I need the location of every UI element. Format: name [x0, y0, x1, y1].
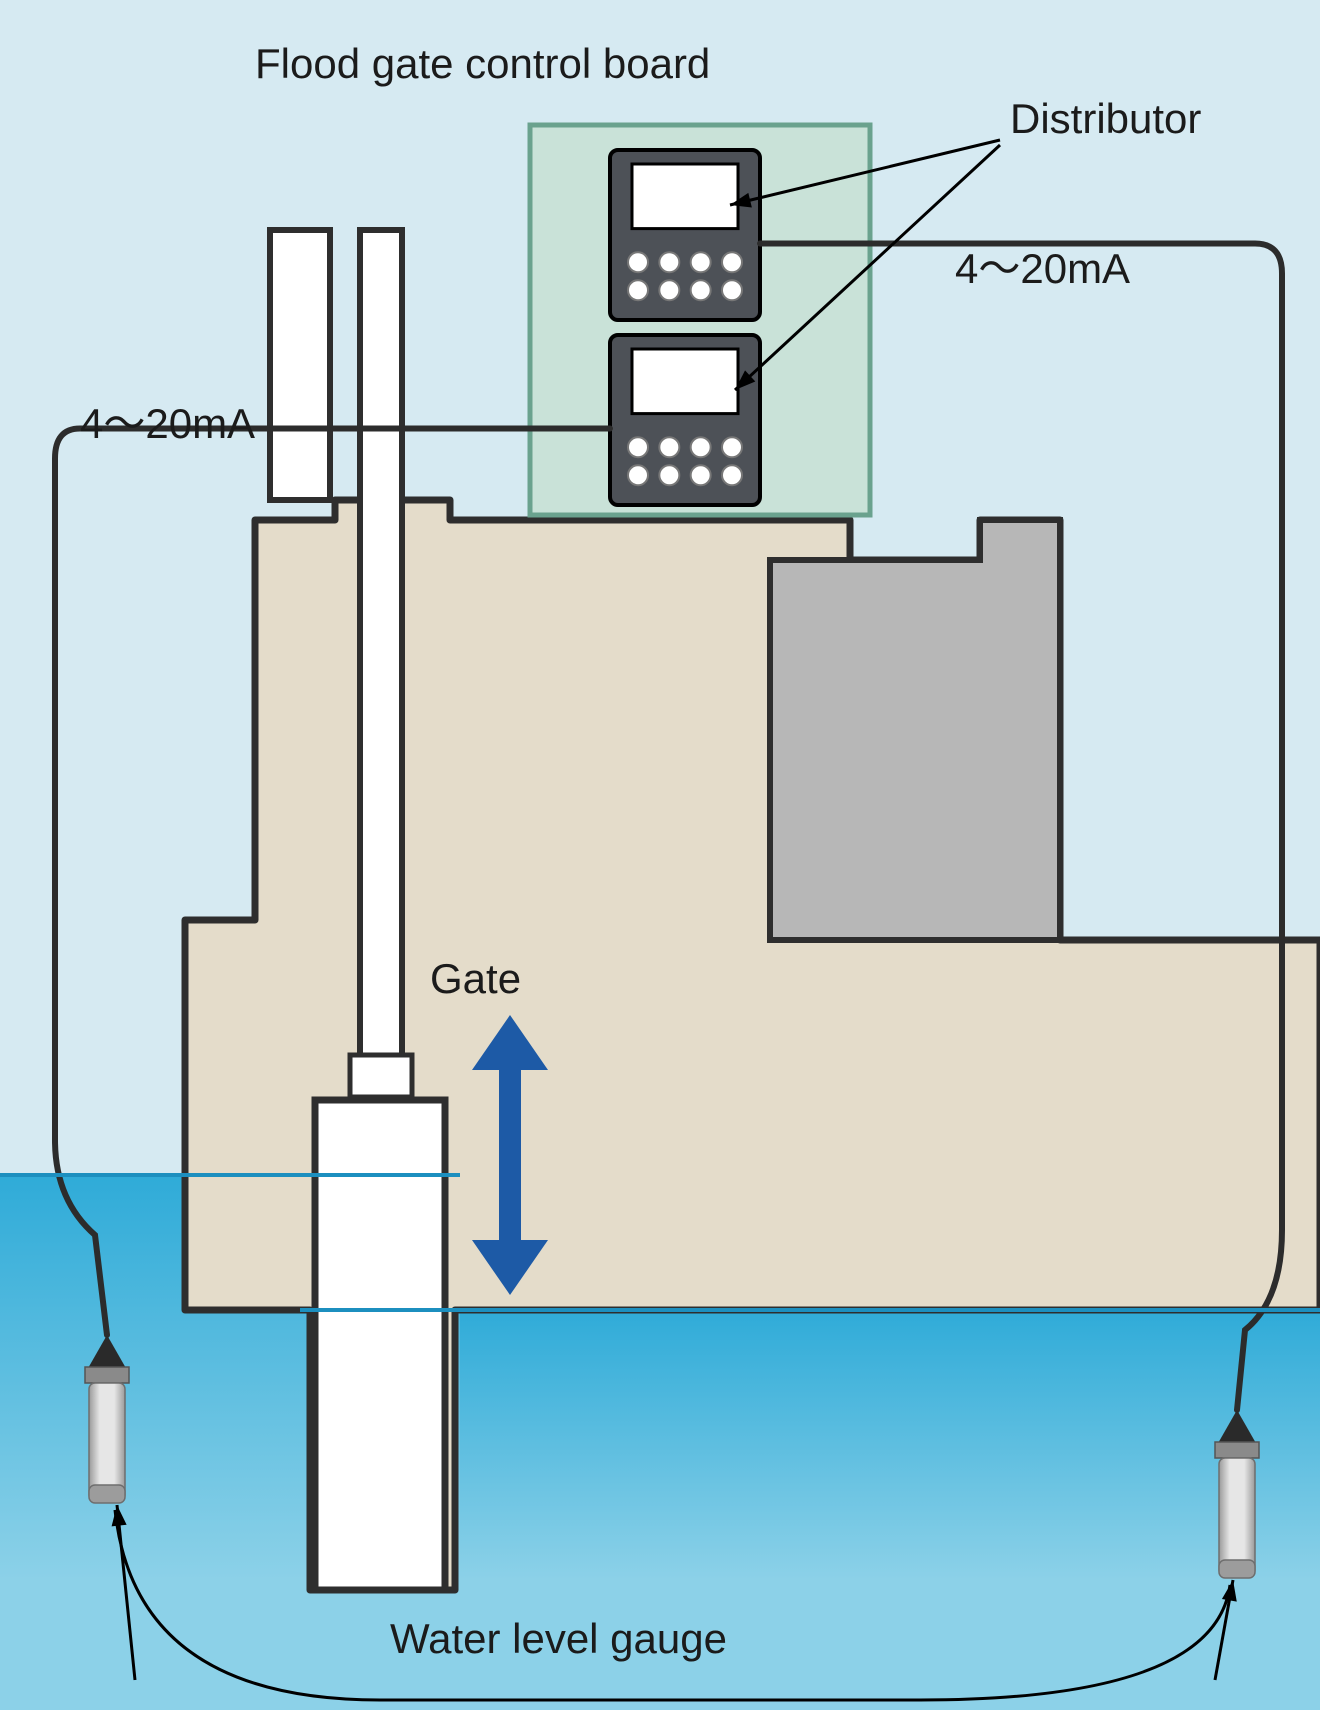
gate-label: Gate: [430, 955, 521, 1003]
gate-rod: [360, 230, 402, 1100]
flood-gate-control-label: Flood gate control board: [255, 40, 710, 88]
signal-right-label: 4～20mA: [955, 235, 1130, 296]
signal-left-label: 4～20mA: [80, 390, 255, 451]
tower: [270, 230, 330, 500]
distributor-label: Distributor: [1010, 95, 1201, 143]
dam-recess: [770, 520, 1060, 940]
distributor-unit-1: [610, 150, 760, 320]
water-level-gauge-label: Water level gauge: [390, 1615, 727, 1663]
diagram-stage: Flood gate control board Distributor 4～2…: [0, 0, 1320, 1710]
distributor-unit-2: [610, 335, 760, 505]
rod-coupler: [350, 1055, 412, 1097]
